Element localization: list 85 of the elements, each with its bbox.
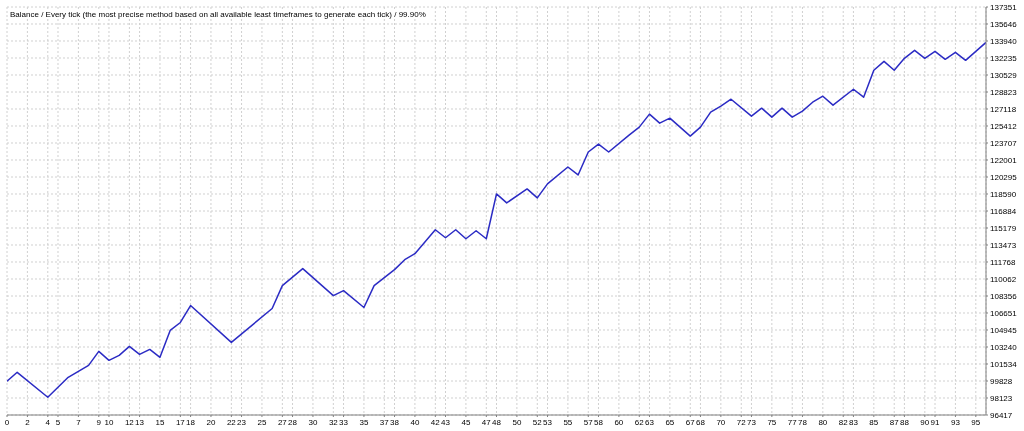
x-tick-label: 35 (359, 417, 369, 427)
y-tick-label: 128823 (990, 87, 1018, 97)
y-tick-label: 111768 (990, 257, 1017, 267)
y-tick-label: 104945 (990, 325, 1018, 335)
x-tick-label: 42 (430, 417, 441, 427)
y-tick-label: 133940 (990, 36, 1018, 46)
x-tick-label: 72 (736, 417, 747, 427)
x-tick-label: 55 (563, 417, 573, 427)
x-tick-label: 93 (950, 417, 961, 427)
y-tick-label: 132235 (990, 53, 1018, 63)
y-tick-label: 115179 (990, 223, 1017, 233)
x-tick-label: 80 (818, 417, 828, 427)
x-tick-label: 23 (237, 417, 247, 427)
y-tick-label: 101534 (990, 359, 1018, 369)
x-tick-label: 90 (920, 417, 930, 427)
y-tick-label: 130529 (990, 70, 1018, 80)
x-tick-label: 0 (4, 417, 10, 427)
x-tick-label: 87 (889, 417, 900, 427)
x-tick-label: 53 (543, 417, 553, 427)
x-tick-label: 85 (869, 417, 879, 427)
x-tick-label: 82 (838, 417, 849, 427)
y-tick-label: 125412 (990, 121, 1018, 131)
x-tick-label: 7 (76, 417, 82, 427)
x-tick-label: 91 (930, 417, 941, 427)
x-tick-label: 4 (45, 417, 51, 427)
chart-title: Balance / Every tick (the most precise method based on all available least timeframes to generate each tick) / 99.90% (10, 10, 426, 19)
x-tick-label: 75 (767, 417, 777, 427)
x-tick-label: 27 (277, 417, 288, 427)
x-tick-label: 48 (492, 417, 502, 427)
x-tick-label: 43 (441, 417, 451, 427)
x-tick-label: 78 (797, 417, 808, 427)
x-tick-label: 73 (746, 417, 757, 427)
x-tick-label: 77 (787, 417, 798, 427)
x-tick-label: 25 (257, 417, 267, 427)
x-tick-label: 62 (634, 417, 645, 427)
x-tick-label: 37 (379, 417, 390, 427)
x-tick-label: 9 (96, 417, 102, 427)
x-tick-label: 47 (481, 417, 492, 427)
line-series (7, 41, 986, 398)
y-tick-label: 99828 (990, 376, 1013, 386)
y-tick-label: 118590 (990, 189, 1017, 199)
x-tick-label: 5 (55, 417, 61, 427)
x-tick-label: 95 (971, 417, 981, 427)
x-tick-label: 12 (124, 417, 135, 427)
y-tick-label: 103240 (990, 342, 1018, 352)
y-tick-label: 120295 (990, 172, 1018, 182)
x-tick-label: 68 (696, 417, 706, 427)
y-tick-label: 123707 (990, 138, 1018, 148)
x-tick-label: 88 (899, 417, 910, 427)
x-tick-label: 2 (25, 417, 31, 427)
y-tick-label: 137351 (990, 2, 1018, 12)
y-tick-label: 127118 (990, 104, 1017, 114)
x-tick-label: 28 (288, 417, 298, 427)
x-tick-label: 30 (308, 417, 318, 427)
x-tick-label: 58 (594, 417, 604, 427)
x-tick-label: 33 (339, 417, 349, 427)
x-tick-label: 83 (848, 417, 859, 427)
y-tick-label: 113473 (990, 240, 1017, 250)
y-tick-label: 135646 (990, 19, 1018, 29)
x-tick-label: 52 (532, 417, 543, 427)
y-tick-label: 116884 (990, 206, 1017, 216)
y-tick-label: 110062 (990, 274, 1017, 284)
x-tick-label: 70 (716, 417, 726, 427)
x-tick-label: 13 (135, 417, 145, 427)
x-tick-label: 17 (175, 417, 186, 427)
x-tick-label: 67 (685, 417, 696, 427)
x-tick-label: 63 (645, 417, 655, 427)
x-tick-label: 15 (155, 417, 165, 427)
x-tick-label: 20 (206, 417, 216, 427)
y-tick-label: 106651 (990, 308, 1018, 318)
x-tick-label: 65 (665, 417, 675, 427)
x-tick-label: 60 (614, 417, 624, 427)
y-tick-label: 108356 (990, 291, 1018, 301)
x-tick-label: 50 (512, 417, 522, 427)
y-tick-label: 96417 (990, 410, 1013, 420)
x-tick-label: 45 (461, 417, 471, 427)
x-tick-label: 22 (226, 417, 237, 427)
x-tick-label: 38 (390, 417, 400, 427)
x-tick-label: 57 (583, 417, 594, 427)
y-tick-label: 98123 (990, 393, 1013, 403)
x-tick-label: 40 (410, 417, 420, 427)
x-tick-label: 18 (186, 417, 196, 427)
x-tick-label: 32 (328, 417, 339, 427)
y-tick-label: 122001 (990, 155, 1018, 165)
x-tick-label: 10 (104, 417, 114, 427)
